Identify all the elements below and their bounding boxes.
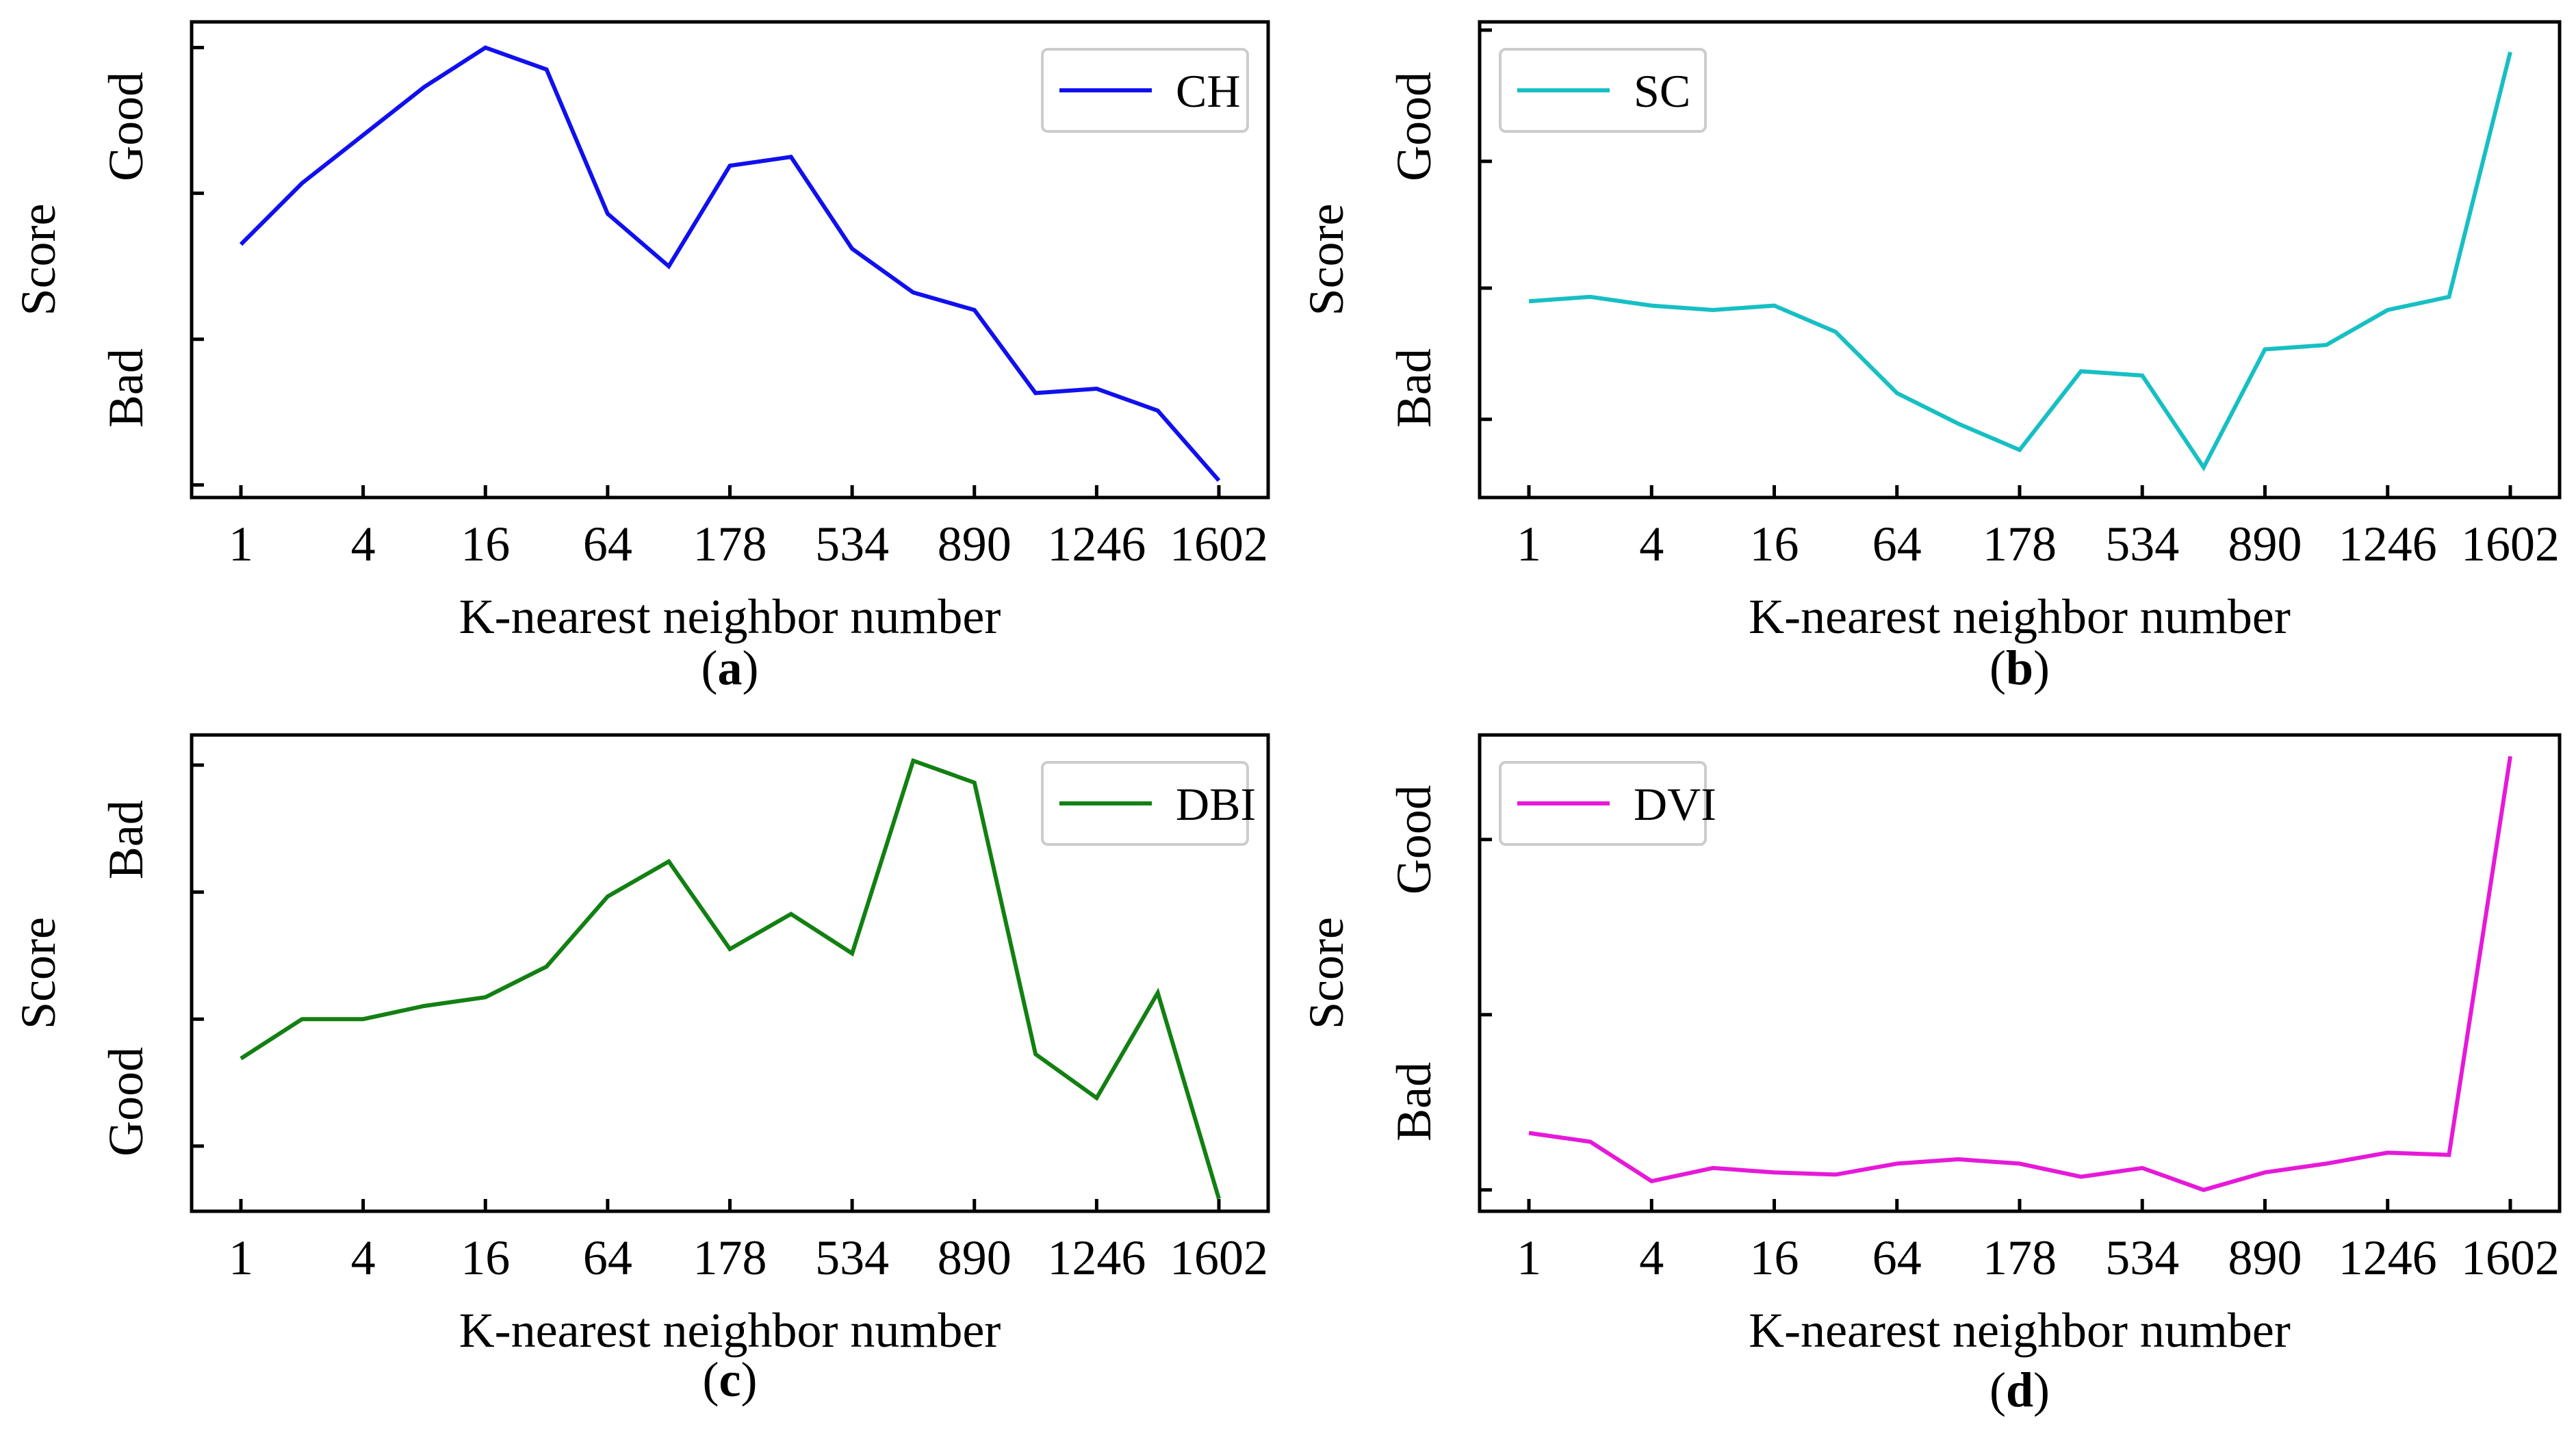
x-axis-label: K-nearest neighbor number: [1749, 589, 2291, 644]
x-tick-label: 534: [2105, 1230, 2179, 1285]
x-tick-label: 1246: [2339, 1230, 2437, 1285]
x-tick-label: 534: [815, 1230, 889, 1285]
x-tick-label: 4: [351, 1230, 376, 1285]
series-line-ch: [239, 45, 1221, 482]
panel-caption: (d): [1989, 1363, 2050, 1417]
x-tick-label: 16: [1750, 517, 1799, 571]
x-tick-label: 178: [1983, 1230, 2057, 1285]
y-axis-label: Score: [1299, 204, 1354, 316]
x-tick-label: 178: [693, 1230, 767, 1285]
x-tick-label: 890: [2228, 1230, 2302, 1285]
caption-open-paren: (: [703, 1352, 719, 1407]
caption-close-paren: ): [743, 641, 759, 695]
x-axis-label: K-nearest neighbor number: [459, 589, 1001, 644]
caption-letter: b: [2006, 641, 2033, 695]
x-tick-label: 4: [1639, 517, 1664, 571]
y-qualitative-top: Bad: [99, 800, 153, 879]
caption-open-paren: (: [1989, 641, 2006, 695]
x-tick-label: 178: [693, 517, 767, 571]
y-axis-label: Score: [1299, 917, 1354, 1029]
x-tick-label: 890: [938, 1230, 1012, 1285]
panel-b: 1 4 16 64 178 534 890 1246 1602 K-nearest neighbo…: [1299, 20, 2562, 695]
x-tick-label: 1246: [2339, 517, 2437, 571]
x-tick-label: 1: [229, 517, 253, 571]
y-qualitative-bottom: Bad: [1387, 348, 1441, 428]
y-axis-label: Score: [11, 204, 66, 316]
series-line-dbi: [240, 758, 1221, 1200]
y-qualitative-top: Good: [1387, 785, 1441, 894]
x-tick-label: 64: [583, 1230, 632, 1285]
legend-label: DBI: [1176, 778, 1256, 830]
caption-close-paren: ): [2033, 641, 2050, 695]
x-tick-label: 64: [1872, 1230, 1922, 1285]
x-tick-label: 890: [938, 517, 1012, 571]
caption-open-paren: (: [701, 641, 718, 695]
legend-label: DVI: [1634, 778, 1716, 830]
x-tick-label: 890: [2228, 517, 2302, 571]
legend-label: CH: [1176, 65, 1240, 117]
x-tick-label: 64: [583, 517, 632, 571]
series-line-dvi: [1528, 756, 2512, 1192]
panel-d: 1 4 16 64 178 534 890 1246 1602 K-nearest neighbo…: [1299, 733, 2562, 1417]
panel-c: 1 4 16 64 178 534 890 1246 1602 K-nearest neighbo…: [11, 733, 1270, 1407]
x-tick-label: 1246: [1047, 517, 1146, 571]
y-qualitative-bottom: Good: [99, 1047, 153, 1157]
caption-close-paren: ): [740, 1352, 757, 1407]
y-axis-label: Score: [11, 917, 66, 1029]
panel-caption: (a): [701, 641, 759, 695]
x-tick-label: 16: [461, 517, 510, 571]
caption-letter: c: [719, 1352, 741, 1407]
x-tick-label: 1602: [2461, 1230, 2560, 1285]
x-tick-label: 1: [1517, 517, 1541, 571]
x-tick-label: 178: [1983, 517, 2057, 571]
x-tick-label: 534: [815, 517, 889, 571]
panel-a: 1 4 16 64 178 534 890 1246 1602 K-nearest neighbo…: [11, 20, 1270, 695]
x-tick-label: 4: [1639, 1230, 1664, 1285]
legend-label: SC: [1634, 65, 1690, 117]
x-tick-label: 1: [229, 1230, 253, 1285]
panel-caption: (b): [1989, 641, 2050, 695]
x-tick-label: 1: [1517, 1230, 1541, 1285]
y-qualitative-bottom: Bad: [99, 348, 153, 428]
panel-caption: (c): [703, 1352, 758, 1407]
x-tick-label: 16: [1750, 1230, 1799, 1285]
x-axis-label: K-nearest neighbor number: [1749, 1303, 2291, 1358]
caption-close-paren: ): [2033, 1363, 2050, 1417]
x-tick-label: 1602: [1170, 517, 1268, 571]
y-qualitative-top: Good: [1387, 72, 1441, 181]
y-qualitative-bottom: Bad: [1387, 1062, 1441, 1141]
x-axis-label: K-nearest neighbor number: [459, 1303, 1001, 1358]
x-tick-label: 4: [351, 517, 376, 571]
x-tick-label: 1246: [1047, 1230, 1146, 1285]
caption-letter: d: [2006, 1363, 2033, 1417]
caption-open-paren: (: [1989, 1363, 2006, 1417]
x-tick-label: 1602: [1170, 1230, 1268, 1285]
x-tick-label: 64: [1872, 517, 1922, 571]
x-tick-label: 16: [461, 1230, 510, 1285]
caption-letter: a: [718, 641, 743, 695]
x-tick-label: 1602: [2461, 517, 2560, 571]
y-qualitative-top: Good: [99, 72, 153, 181]
x-tick-label: 534: [2105, 517, 2179, 571]
series-line-sc: [1528, 51, 2512, 472]
